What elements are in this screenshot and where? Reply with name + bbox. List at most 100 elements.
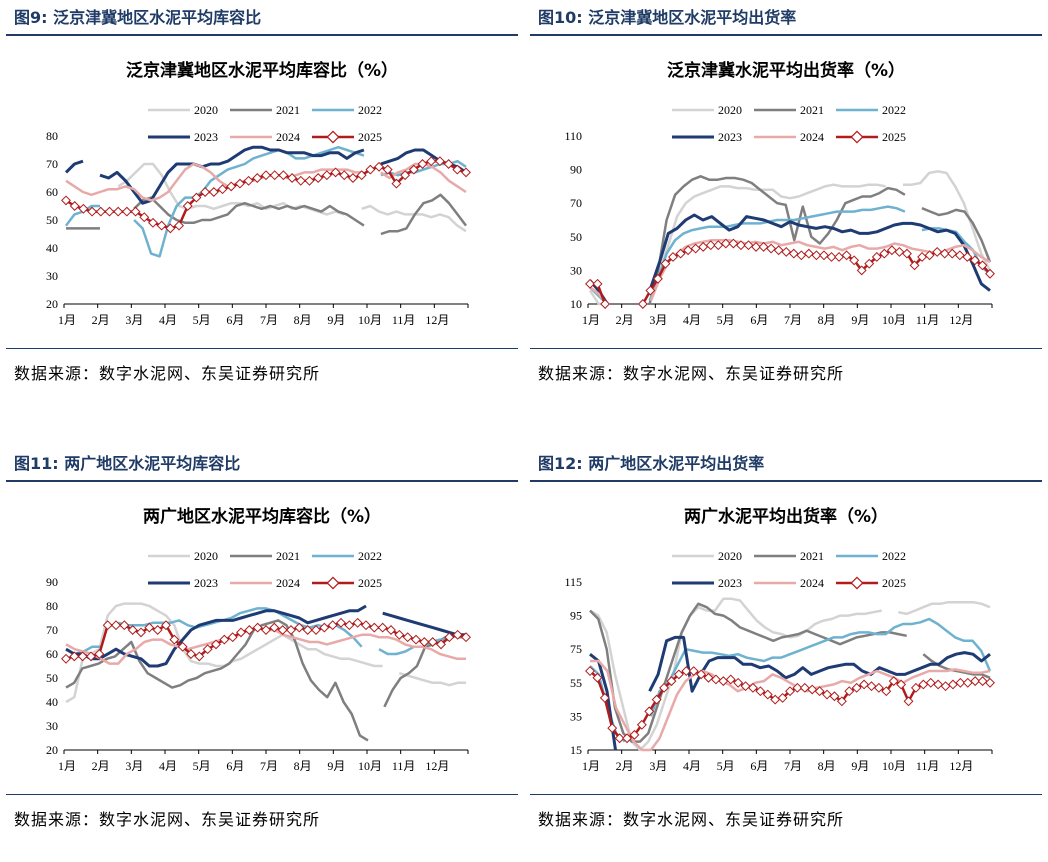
data-point-2025 [644, 706, 655, 717]
data-point-2025 [119, 620, 130, 631]
x-tick-label: 4月 [683, 759, 701, 773]
data-point-2025 [962, 252, 973, 262]
data-point-2025 [660, 258, 671, 269]
legend-item-2024: 2024 [754, 130, 824, 144]
divider-top [6, 480, 518, 482]
legend-label: 2024 [800, 130, 824, 144]
data-point-2025 [69, 201, 80, 211]
divider-bottom [6, 794, 518, 795]
figure-title: 图10: 泛京津冀地区水泥平均出货率 [538, 8, 797, 27]
x-tick-label: 3月 [649, 759, 667, 773]
data-point-2025 [925, 677, 936, 688]
x-tick-label: 5月 [193, 313, 211, 327]
x-tick-label: 4月 [159, 759, 177, 773]
y-tick-label: 80 [46, 599, 58, 613]
x-tick-label: 12月 [949, 313, 973, 327]
data-point-2025 [121, 206, 132, 217]
data-point-2025 [69, 651, 80, 662]
data-point-2025 [200, 187, 211, 197]
data-point-2025 [681, 666, 692, 676]
data-point-2025 [194, 651, 205, 662]
data-point-2025 [909, 260, 920, 271]
data-point-2025 [277, 625, 288, 635]
y-tick-label: 95 [570, 609, 582, 623]
x-tick-label: 7月 [260, 313, 278, 327]
x-tick-label: 11月 [916, 313, 940, 327]
data-point-2025 [826, 252, 837, 262]
legend-item-2020: 2020 [148, 103, 218, 117]
data-point-2025 [592, 672, 603, 683]
x-tick-label: 7月 [784, 759, 802, 773]
data-point-2025 [748, 682, 758, 693]
data-point-2025 [970, 676, 981, 687]
data-point-2025 [803, 248, 814, 259]
x-tick-label: 6月 [750, 313, 768, 327]
data-point-2025 [269, 170, 280, 181]
y-tick-label: 40 [46, 241, 58, 255]
legend-label: 2025 [358, 576, 382, 590]
data-point-2025 [321, 170, 332, 181]
x-tick-label: 6月 [750, 759, 768, 773]
data-point-2025 [304, 175, 315, 186]
series-2025 [585, 666, 995, 744]
divider-bottom [530, 794, 1042, 795]
legend-label: 2022 [358, 549, 382, 563]
x-tick-label: 9月 [327, 313, 345, 327]
data-point-2025 [104, 206, 115, 217]
data-point-2025 [781, 246, 792, 257]
data-point-2025 [910, 682, 921, 693]
data-point-2025 [208, 187, 219, 197]
y-tick-label: 50 [46, 213, 58, 227]
data-point-2025 [651, 694, 662, 705]
x-tick-label: 2月 [92, 759, 110, 773]
legend-item-2023: 2023 [148, 130, 218, 144]
legend-item-2022: 2022 [312, 549, 382, 563]
series-2024 [590, 659, 991, 752]
data-point-2025 [622, 733, 632, 744]
data-point-2025 [400, 170, 411, 181]
divider-top [6, 34, 518, 36]
data-point-2025 [327, 620, 338, 631]
x-tick-label: 1月 [58, 759, 76, 773]
y-tick-label: 30 [46, 719, 58, 733]
figure-panel-4: 图12: 两广地区水泥平均出货率 两广水泥平均出货率（%） 2020 2021 202… [530, 446, 1042, 862]
data-point-2025 [461, 167, 471, 178]
data-point-2025 [111, 620, 121, 631]
data-point-2025 [864, 258, 875, 269]
data-point-2025 [286, 625, 296, 635]
data-point-2025 [947, 248, 958, 259]
divider-bottom [6, 348, 518, 349]
data-point-2025 [849, 255, 860, 266]
data-point-2025 [836, 696, 847, 707]
data-point-2025 [932, 246, 943, 257]
data-point-2025 [866, 681, 877, 692]
data-point-2025 [287, 173, 298, 183]
legend-label: 2021 [276, 103, 300, 117]
data-point-2025 [614, 733, 625, 744]
data-point-2025 [330, 167, 341, 178]
x-tick-label: 6月 [226, 313, 244, 327]
data-point-2025 [452, 164, 463, 175]
legend-label: 2024 [276, 130, 300, 144]
data-point-2025 [434, 156, 445, 167]
data-point-2025 [374, 161, 384, 172]
legend-item-2020: 2020 [672, 549, 742, 563]
source-note: 数据来源：数字水泥网、东吴证券研究所 [14, 810, 321, 829]
x-tick-label: 3月 [125, 313, 143, 327]
data-point-2025 [139, 212, 150, 223]
data-point-2025 [740, 681, 751, 692]
data-point-2025 [261, 170, 271, 181]
legend-item-2021: 2021 [754, 549, 824, 563]
data-point-2025 [408, 164, 419, 175]
chart-inventory-lianguang: 两广地区水泥平均库容比（%） 2020 2021 2022 2023 2024 2025 20… [46, 506, 471, 773]
data-point-2025 [452, 629, 463, 640]
data-point-2025 [725, 674, 736, 685]
x-tick-label: 5月 [717, 759, 735, 773]
x-tick-label: 2月 [616, 313, 634, 327]
data-point-2025 [156, 220, 167, 231]
x-tick-label: 10月 [882, 313, 906, 327]
data-point-2025 [182, 201, 193, 211]
data-point-2025 [777, 692, 788, 703]
data-point-2025 [102, 620, 113, 631]
data-point-2025 [751, 241, 761, 252]
